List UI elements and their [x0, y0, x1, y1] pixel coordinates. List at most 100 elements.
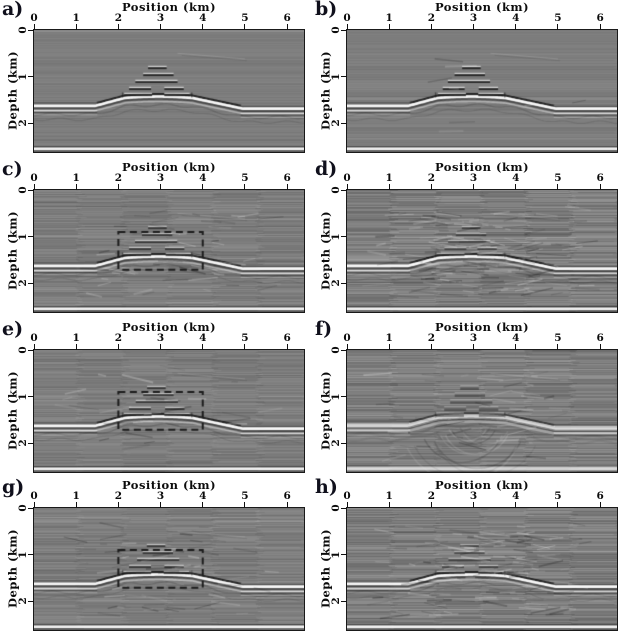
y-axis-title: Depth (km): [5, 370, 20, 451]
x-tick-label: 3: [156, 332, 165, 344]
y-tick-mark: [28, 236, 34, 238]
x-tick-label: 3: [156, 490, 165, 502]
x-tick-mark: [388, 344, 390, 350]
panel-label: h): [315, 476, 338, 498]
x-tick-mark: [473, 184, 475, 190]
x-tick-mark: [33, 184, 35, 190]
seismic-image: [346, 507, 618, 631]
x-tick-label: 4: [199, 490, 207, 502]
y-axis-title: Depth (km): [318, 210, 333, 291]
x-tick-mark: [286, 344, 288, 350]
x-axis-title: Position (km): [121, 0, 217, 14]
x-axis-title: Position (km): [434, 478, 530, 492]
x-tick-mark: [160, 184, 162, 190]
x-tick-label: 1: [72, 12, 80, 24]
x-tick-label: 1: [385, 172, 393, 184]
y-tick-label: 1: [17, 72, 29, 81]
x-tick-mark: [346, 344, 348, 350]
x-tick-label: 5: [554, 332, 562, 344]
seismic-image: [33, 29, 305, 153]
x-tick-label: 2: [427, 172, 436, 184]
x-tick-mark: [244, 502, 246, 508]
y-tick-mark: [341, 554, 347, 556]
x-tick-mark: [430, 502, 432, 508]
x-tick-mark: [202, 502, 204, 508]
x-tick-label: 4: [199, 332, 207, 344]
y-tick-label: 2: [330, 279, 342, 287]
x-tick-mark: [430, 344, 432, 350]
x-tick-mark: [557, 502, 559, 508]
x-tick-label: 5: [241, 12, 249, 24]
panel-c: c) Position (km) Depth (km) 0 1 2 3 4 5 6 0 1 2: [0, 158, 313, 319]
x-axis-title: Position (km): [434, 320, 530, 334]
y-tick-mark: [341, 189, 347, 191]
x-tick-label: 6: [283, 12, 291, 24]
y-tick-label: 0: [17, 346, 29, 354]
panel-b: b) Position (km) Depth (km) 0 1 2 3 4 5 6 0 1 2: [313, 0, 626, 159]
x-tick-mark: [557, 344, 559, 350]
y-tick-mark: [28, 554, 34, 556]
x-tick-label: 2: [114, 490, 123, 502]
x-tick-label: 4: [512, 490, 520, 502]
x-tick-mark: [599, 24, 601, 30]
x-tick-label: 3: [156, 12, 165, 24]
y-tick-label: 0: [17, 26, 29, 34]
y-tick-mark: [28, 282, 34, 284]
panel-d: d) Position (km) Depth (km) 0 1 2 3 4 5 6 0 1 2: [313, 158, 626, 319]
x-tick-mark: [515, 502, 517, 508]
x-tick-mark: [286, 184, 288, 190]
y-tick-mark: [341, 29, 347, 31]
y-tick-label: 1: [17, 392, 29, 401]
x-tick-label: 2: [114, 12, 123, 24]
x-tick-label: 5: [554, 12, 562, 24]
seismic-image: [346, 29, 618, 153]
x-tick-mark: [117, 502, 119, 508]
y-tick-mark: [28, 442, 34, 444]
seismic-image: [33, 189, 305, 313]
y-tick-mark: [341, 396, 347, 398]
x-tick-label: 0: [30, 172, 38, 184]
y-tick-label: 0: [330, 186, 342, 194]
x-tick-label: 2: [427, 490, 436, 502]
panel-f: f) Position (km) Depth (km) 0 1 2 3 4 5 6 0 1 2: [313, 318, 626, 479]
x-tick-mark: [286, 502, 288, 508]
x-tick-mark: [515, 344, 517, 350]
x-tick-mark: [117, 344, 119, 350]
y-tick-mark: [341, 282, 347, 284]
x-tick-mark: [244, 24, 246, 30]
y-tick-label: 0: [330, 504, 342, 512]
y-tick-mark: [28, 76, 34, 78]
x-tick-mark: [557, 184, 559, 190]
y-tick-mark: [341, 349, 347, 351]
x-tick-mark: [473, 502, 475, 508]
y-tick-label: 2: [330, 439, 342, 447]
y-tick-label: 1: [17, 232, 29, 241]
y-tick-label: 0: [17, 504, 29, 512]
x-tick-label: 0: [343, 12, 351, 24]
x-tick-label: 6: [596, 490, 604, 502]
y-tick-mark: [341, 442, 347, 444]
x-tick-mark: [599, 502, 601, 508]
x-tick-mark: [33, 24, 35, 30]
panel-e: e) Position (km) Depth (km) 0 1 2 3 4 5 6 0 1 2: [0, 318, 313, 479]
x-tick-mark: [117, 24, 119, 30]
x-tick-label: 4: [199, 172, 207, 184]
seismic-image: [346, 349, 618, 473]
seismic-image: [346, 189, 618, 313]
panel-label: c): [2, 158, 23, 180]
x-tick-label: 1: [385, 332, 393, 344]
y-tick-label: 2: [330, 597, 342, 605]
x-tick-label: 4: [512, 172, 520, 184]
x-tick-mark: [244, 184, 246, 190]
x-tick-label: 6: [596, 12, 604, 24]
y-axis-title: Depth (km): [318, 50, 333, 131]
y-axis-title: Depth (km): [318, 528, 333, 609]
x-tick-label: 3: [469, 12, 478, 24]
y-tick-label: 2: [17, 279, 29, 287]
x-tick-label: 2: [114, 172, 123, 184]
x-tick-label: 1: [72, 490, 80, 502]
y-tick-label: 1: [17, 550, 29, 559]
panel-label: g): [2, 476, 25, 498]
x-tick-label: 2: [114, 332, 123, 344]
y-tick-label: 2: [330, 119, 342, 127]
